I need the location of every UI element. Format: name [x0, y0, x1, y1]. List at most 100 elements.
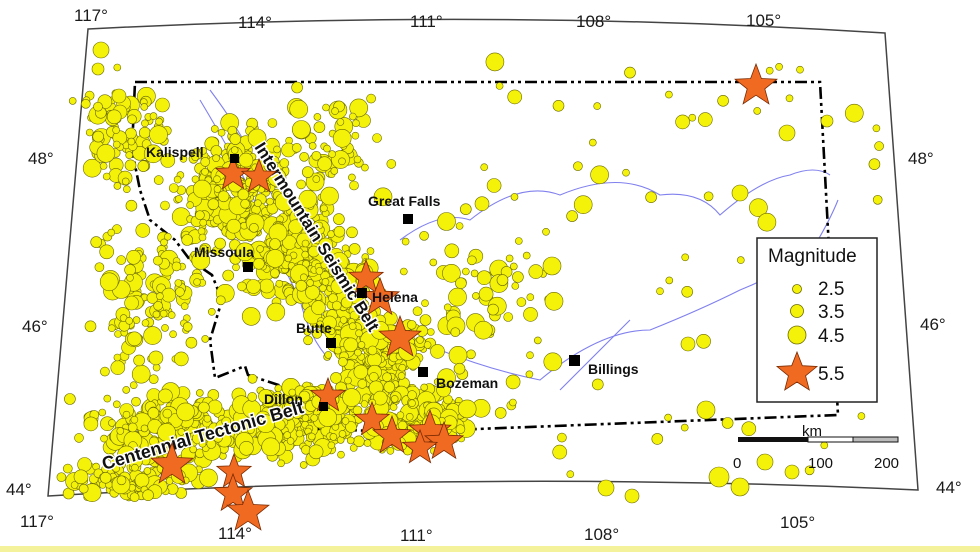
- earthquake-dot: [121, 177, 130, 186]
- legend-symbol-5-5: [775, 350, 819, 391]
- earthquake-dot: [314, 233, 323, 241]
- earthquake-dot: [156, 292, 164, 301]
- scale-tick: 100: [808, 455, 833, 472]
- earthquake-dot: [230, 146, 239, 154]
- large-earthquake-star: [150, 441, 194, 484]
- city-marker-bozeman: [418, 367, 428, 377]
- earthquake-dot: [299, 152, 309, 162]
- earthquake-dot: [542, 228, 550, 236]
- earthquake-dot: [197, 227, 206, 235]
- earthquake-dot: [389, 403, 398, 411]
- earthquake-dot: [241, 307, 261, 326]
- earthquake-dot: [340, 296, 353, 309]
- city-marker-great-falls: [403, 214, 413, 224]
- earthquake-dot: [78, 483, 89, 494]
- earthquake-dot: [153, 175, 164, 185]
- earthquake-dot: [125, 199, 138, 212]
- earthquake-dot: [235, 242, 255, 262]
- earthquake-dot: [296, 211, 307, 222]
- earthquake-dot: [153, 255, 163, 266]
- earthquake-dot: [533, 336, 542, 345]
- earthquake-dot: [140, 424, 149, 433]
- earthquake-dot: [99, 162, 108, 170]
- earthquake-dot: [177, 428, 186, 436]
- scale-tick: 200: [874, 455, 899, 472]
- earthquake-dot: [423, 341, 432, 349]
- earthquake-dot: [301, 250, 310, 259]
- earthquake-dot: [311, 151, 322, 161]
- earthquake-dot: [844, 103, 864, 123]
- earthquake-dot: [116, 255, 126, 265]
- earthquake-dot: [333, 346, 342, 355]
- earthquake-dot: [736, 256, 745, 264]
- earthquake-dot: [96, 144, 116, 163]
- earthquake-dot: [266, 302, 286, 322]
- earthquake-dot: [368, 372, 379, 382]
- earthquake-dot: [665, 276, 674, 285]
- earthquake-dot: [730, 477, 750, 497]
- earthquake-dot: [141, 319, 150, 327]
- earthquake-dot: [127, 137, 136, 146]
- earthquake-dot: [291, 120, 311, 139]
- earthquake-dot: [113, 182, 122, 190]
- earthquake-dot: [552, 100, 565, 112]
- earthquake-dot: [160, 238, 168, 247]
- earthquake-dot: [307, 432, 316, 441]
- earthquake-dot: [328, 262, 343, 277]
- earthquake-dot: [307, 245, 320, 258]
- earthquake-dot: [291, 407, 304, 419]
- earthquake-dot: [81, 99, 91, 109]
- earthquake-dot: [143, 144, 163, 164]
- earthquake-dot: [353, 155, 362, 164]
- earthquake-dot: [70, 481, 79, 489]
- earthquake-dot: [199, 468, 218, 488]
- earthquake-dot: [148, 350, 164, 366]
- earthquake-dot: [315, 267, 324, 275]
- earthquake-dot: [373, 187, 393, 207]
- earthquake-dot: [186, 201, 194, 209]
- city-marker-dillon: [319, 402, 328, 411]
- earthquake-dot: [116, 475, 127, 486]
- earthquake-dot: [474, 196, 490, 211]
- earthquake-dot: [160, 153, 176, 168]
- earthquake-dot: [99, 244, 114, 260]
- earthquake-dot: [442, 263, 461, 283]
- earthquake-dot: [171, 261, 182, 272]
- earthquake-dot: [259, 278, 275, 294]
- earthquake-dot: [93, 101, 103, 112]
- earthquake-dot: [696, 333, 711, 349]
- earthquake-dot: [352, 119, 360, 127]
- earthquake-dot: [455, 222, 464, 230]
- earthquake-dot: [552, 444, 568, 460]
- earthquake-dot: [348, 173, 356, 182]
- earthquake-dot: [238, 423, 246, 432]
- earthquake-dot: [295, 429, 304, 438]
- earthquake-dot: [470, 269, 479, 278]
- earthquake-dot: [247, 128, 267, 148]
- city-marker-helena: [357, 288, 367, 298]
- earthquake-dot: [487, 303, 499, 316]
- earthquake-dot: [134, 472, 150, 488]
- earthquake-dot: [199, 147, 207, 155]
- earthquake-dot: [229, 133, 242, 145]
- city-label-billings: Billings: [588, 361, 639, 377]
- earthquake-dot: [509, 398, 517, 407]
- earthquake-dot: [201, 168, 209, 176]
- earthquake-dot: [288, 388, 297, 397]
- earthquake-dot: [152, 310, 161, 319]
- earthquake-dot: [351, 131, 360, 140]
- earthquake-dot: [268, 223, 288, 242]
- earthquake-dot: [681, 253, 690, 262]
- earthquake-dot: [126, 249, 141, 265]
- earthquake-dot: [199, 218, 207, 227]
- earthquake-dot: [406, 319, 417, 330]
- earthquake-dot: [688, 113, 697, 122]
- earthquake-dot: [313, 121, 326, 133]
- earthquake-dot: [765, 66, 774, 75]
- earthquake-dot: [526, 351, 534, 360]
- earthquake-dot: [338, 430, 347, 438]
- legend-box: [756, 237, 878, 403]
- earthquake-dot: [299, 273, 308, 282]
- lon-label-top: 105°: [746, 11, 781, 30]
- earthquake-dot: [203, 414, 212, 423]
